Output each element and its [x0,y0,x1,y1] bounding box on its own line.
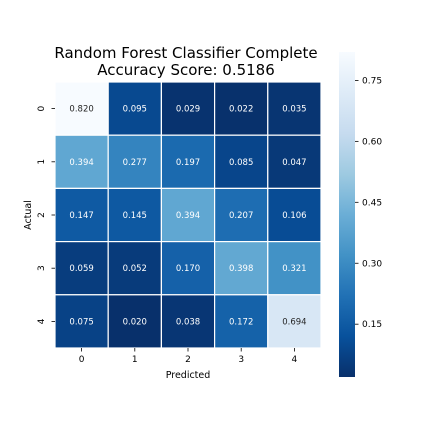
cell-value-label: 0.052 [123,264,147,274]
colorbar-tick-label: 0.45 [362,198,382,208]
cell-value-label: 0.075 [69,317,93,327]
heatmap-cell [267,241,322,296]
heatmap-cell [107,187,162,243]
x-tick-label: 0 [79,355,85,365]
cell-value-label: 0.820 [69,105,93,115]
cell-value-label: 0.095 [123,105,147,115]
cell-value-label: 0.694 [282,317,306,327]
colorbar-tick-label: 0.75 [362,76,382,86]
y-tick-label: 0 [37,105,47,111]
cell-value-label: 0.207 [229,211,253,221]
chart-title-line-2: Accuracy Score: 0.5186 [97,61,275,79]
x-axis-label: Predicted [166,370,211,381]
colorbar-ticks: 0.15 0.30 0.45 0.60 0.75 [355,76,382,330]
cell-value-label: 0.029 [176,105,200,115]
cell-value-label: 0.022 [229,105,253,115]
colorbar-tick-label: 0.60 [362,137,382,147]
x-tick-label: 2 [185,355,191,365]
cell-value-label: 0.197 [176,158,200,168]
y-tick-label: 4 [37,318,47,324]
cell-value-label: 0.106 [282,211,306,221]
heatmap-cell [54,81,109,136]
x-tick-label: 4 [292,355,298,365]
heatmap-cell [54,294,109,349]
heatmap-cell [107,241,162,296]
cell-value-label: 0.085 [229,158,253,168]
x-tick-label: 3 [238,355,244,365]
colorbar [339,52,355,377]
heatmap-cell [160,241,216,296]
cell-value-label: 0.321 [282,264,306,274]
chart-title-line-1: Random Forest Classifier Complete [54,44,317,62]
x-axis-ticks: 0 1 2 3 4 [79,348,298,365]
cell-value-label: 0.145 [123,211,147,221]
colorbar-tick-label: 0.30 [362,259,382,269]
cell-value-label: 0.038 [176,317,200,327]
x-tick-label: 1 [132,355,138,365]
y-axis-ticks: 0 1 2 3 4 [37,105,55,324]
cell-value-label: 0.147 [69,211,93,221]
heatmap-cell [107,81,162,136]
heatmap-cell [214,187,269,243]
heatmap-cell [160,134,216,189]
y-axis-label: Actual [23,200,34,230]
heatmap-cell [107,294,162,349]
colorbar-tick-label: 0.15 [362,320,382,330]
cell-value-label: 0.059 [69,264,93,274]
cell-value-label: 0.394 [176,211,200,221]
heatmap-cell-labels: 0.820 0.095 0.029 0.022 0.035 0.394 0.277 0.197… [69,105,306,328]
cell-value-label: 0.398 [229,264,253,274]
y-tick-label: 1 [37,159,47,165]
y-tick-label: 2 [37,212,47,218]
cell-value-label: 0.020 [123,317,147,327]
cell-value-label: 0.394 [69,158,93,168]
heatmap-cells [54,81,322,349]
cell-value-label: 0.047 [282,158,306,168]
cell-value-label: 0.035 [282,105,306,115]
cell-value-label: 0.172 [229,317,253,327]
heatmap-cell [160,294,216,349]
cell-value-label: 0.170 [176,264,200,274]
heatmap-cell [267,134,322,189]
heatmap-cell [214,241,269,296]
cell-value-label: 0.277 [123,158,147,168]
y-tick-label: 3 [37,265,47,271]
